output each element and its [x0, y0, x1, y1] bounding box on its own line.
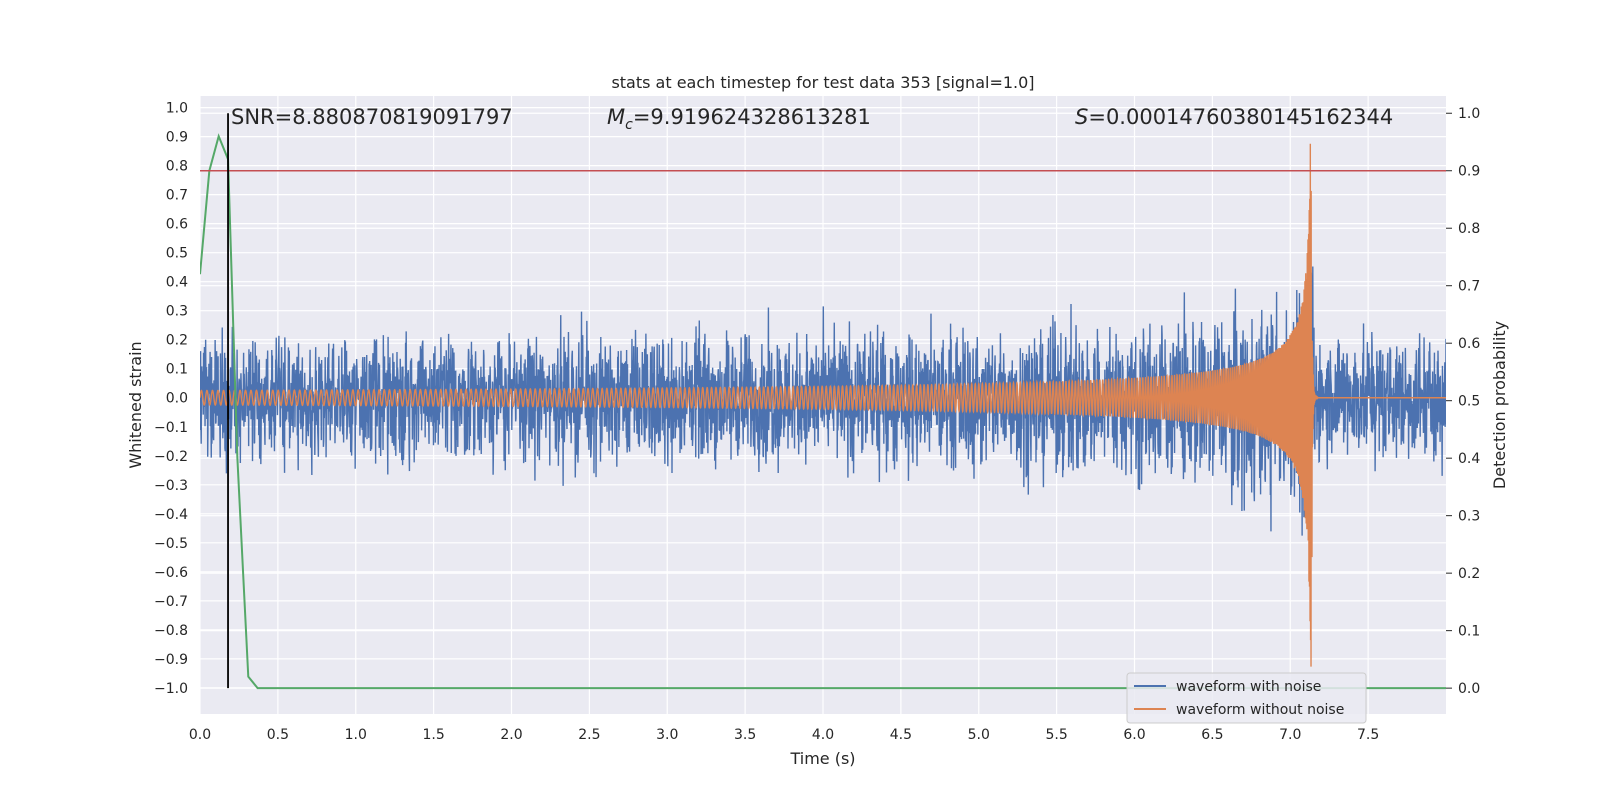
y2-tick-label: 0.2: [1458, 566, 1480, 582]
y2-tick-label: 0.0: [1458, 681, 1480, 697]
s-annotation: S=0.00014760380145162344: [1075, 105, 1393, 129]
series-detection-probability: [200, 133, 1446, 690]
y2-tick-label: 0.8: [1458, 221, 1480, 237]
x-ticks: 0.0 0.5 1.0 1.5 2.0 2.5 3.0 3.5 4.0 4.5 5.0 5.5 6.0 6…: [189, 727, 1379, 743]
x-tick-label: 6.0: [1123, 727, 1145, 743]
x-tick-label: 1.5: [422, 727, 444, 743]
y2-tick-label: 0.9: [1458, 164, 1480, 180]
series-waveform-without-noise: [200, 143, 1446, 667]
legend: waveform with noise waveform without noi…: [1126, 672, 1367, 724]
snr-annotation: SNR=8.880870819091797: [231, 105, 513, 129]
legend-label-clean: waveform without noise: [1176, 702, 1344, 718]
y2-axis-label: Detection probability: [1490, 321, 1509, 489]
y-tick-label: 0.0: [166, 391, 188, 407]
y-tick-label: 0.1: [166, 362, 188, 378]
y-tick-label: 1.0: [166, 101, 188, 117]
y-tick-label: −0.6: [154, 565, 188, 581]
y2-tick-label: 0.6: [1458, 336, 1480, 352]
x-tick-label: 3.5: [734, 727, 756, 743]
y-axis-label: Whitened strain: [126, 341, 145, 468]
y-tick-label: 0.8: [166, 159, 188, 175]
mc-annotation: Mc=9.919624328613281: [607, 105, 871, 133]
y-tick-label: 0.9: [166, 130, 188, 146]
y-tick-label: −0.1: [154, 420, 188, 436]
y-tick-label: −0.3: [154, 478, 188, 494]
x-tick-label: 1.0: [345, 727, 367, 743]
y-tick-label: 0.2: [166, 333, 188, 349]
legend-label-noise: waveform with noise: [1176, 679, 1321, 695]
y-tick-label: −1.0: [154, 681, 188, 697]
y-tick-label: 0.3: [166, 304, 188, 320]
x-tick-label: 0.5: [267, 727, 289, 743]
y2-ticks: 0.0 0.1 0.2 0.3 0.4 0.5 0.6 0.7 0.8 0.9 1.0: [1446, 106, 1480, 697]
y-tick-label: 0.4: [166, 275, 188, 291]
y-tick-label: −0.7: [154, 594, 188, 610]
y-ticks: 1.0 0.9 0.8 0.7 0.6 0.5 0.4 0.3 0.2 0.1 0.0 −0.1 −0.…: [154, 101, 188, 697]
s-value: =0.00014760380145162344: [1088, 105, 1393, 129]
y2-tick-label: 0.7: [1458, 279, 1480, 295]
x-tick-label: 7.0: [1279, 727, 1301, 743]
y-tick-label: 0.6: [166, 217, 188, 233]
s-symbol: S: [1075, 105, 1088, 129]
series-layer: [200, 113, 1446, 690]
x-tick-label: 0.0: [189, 727, 211, 743]
x-tick-label: 5.0: [968, 727, 990, 743]
x-tick-label: 2.5: [578, 727, 600, 743]
mc-value: =9.919624328613281: [633, 105, 871, 129]
mc-subscript: c: [625, 117, 633, 133]
y-tick-label: 0.7: [166, 188, 188, 204]
y-tick-label: −0.8: [154, 623, 188, 639]
y-tick-label: −0.2: [154, 449, 188, 465]
y-tick-label: 0.5: [166, 246, 188, 262]
x-tick-label: 7.5: [1357, 727, 1379, 743]
x-tick-label: 4.5: [890, 727, 912, 743]
mc-symbol: M: [607, 105, 625, 129]
x-tick-label: 6.5: [1201, 727, 1223, 743]
y-tick-label: −0.5: [154, 536, 188, 552]
x-tick-label: 5.5: [1045, 727, 1067, 743]
y2-tick-label: 0.3: [1458, 509, 1480, 525]
x-axis-label: Time (s): [789, 749, 855, 768]
x-tick-label: 4.0: [812, 727, 834, 743]
x-tick-label: 2.0: [500, 727, 522, 743]
chart-title: stats at each timestep for test data 353…: [611, 73, 1034, 92]
legend-box: [1126, 672, 1367, 724]
y-tick-label: −0.4: [154, 507, 188, 523]
y2-tick-label: 0.1: [1458, 624, 1480, 640]
y2-tick-label: 0.4: [1458, 451, 1480, 467]
x-tick-label: 3.0: [656, 727, 678, 743]
y2-tick-label: 1.0: [1458, 106, 1480, 122]
y2-tick-label: 0.5: [1458, 394, 1480, 410]
y-tick-label: −0.9: [154, 652, 188, 668]
